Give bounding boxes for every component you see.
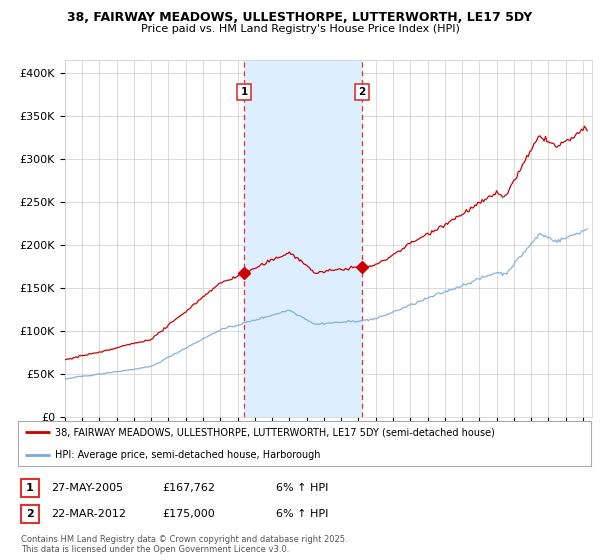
Text: £175,000: £175,000 [162,509,215,519]
Text: 1: 1 [26,483,34,493]
Text: 22-MAR-2012: 22-MAR-2012 [51,509,126,519]
Text: £167,762: £167,762 [162,483,215,493]
Text: HPI: Average price, semi-detached house, Harborough: HPI: Average price, semi-detached house,… [55,450,321,460]
Text: 2: 2 [359,87,366,97]
Bar [244,60,362,417]
Text: 2: 2 [26,509,34,519]
Text: 6% ↑ HPI: 6% ↑ HPI [276,483,328,493]
Text: 6% ↑ HPI: 6% ↑ HPI [276,509,328,519]
Text: 27-MAY-2005: 27-MAY-2005 [51,483,123,493]
Text: 38, FAIRWAY MEADOWS, ULLESTHORPE, LUTTERWORTH, LE17 5DY: 38, FAIRWAY MEADOWS, ULLESTHORPE, LUTTER… [67,11,533,24]
Text: Price paid vs. HM Land Registry's House Price Index (HPI): Price paid vs. HM Land Registry's House … [140,24,460,34]
Text: 38, FAIRWAY MEADOWS, ULLESTHORPE, LUTTERWORTH, LE17 5DY (semi-detached house): 38, FAIRWAY MEADOWS, ULLESTHORPE, LUTTER… [55,427,495,437]
Text: Contains HM Land Registry data © Crown copyright and database right 2025.
This d: Contains HM Land Registry data © Crown c… [21,535,347,554]
Text: 1: 1 [241,87,248,97]
